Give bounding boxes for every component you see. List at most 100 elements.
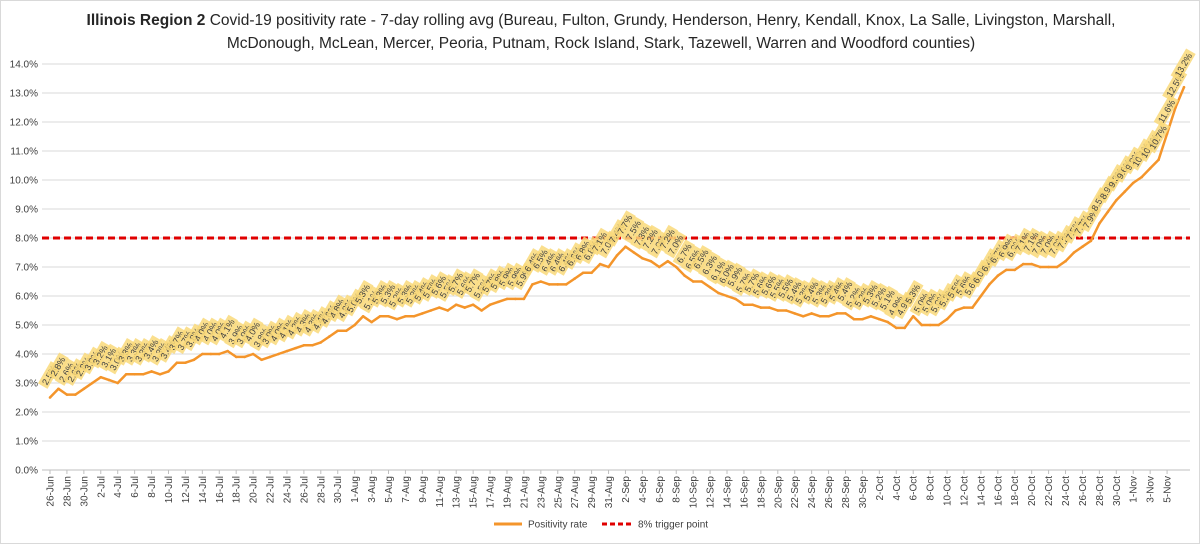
data-point — [641, 257, 644, 260]
data-label-bg — [664, 230, 687, 259]
data-point — [903, 326, 907, 330]
data-point — [988, 283, 991, 286]
legend-label-positivity: Positivity rate — [528, 520, 588, 531]
data-label-bg — [740, 268, 763, 297]
data-point — [1021, 262, 1025, 266]
data-point — [598, 262, 602, 266]
data-point — [801, 315, 805, 318]
data-point — [556, 283, 560, 286]
data-point — [759, 306, 763, 309]
data-label-bg — [698, 250, 721, 279]
data-label-bg — [215, 314, 239, 343]
x-tick-label: 12-Oct — [959, 476, 970, 506]
data-point — [91, 381, 94, 385]
data-label-bg — [689, 245, 712, 273]
x-tick-label: 12-Sep — [706, 476, 717, 509]
data-point — [793, 312, 797, 315]
data-point — [454, 303, 458, 307]
y-tick-label: 8.0% — [15, 234, 38, 245]
x-tick-label: 29-Aug — [587, 476, 598, 508]
data-point — [192, 358, 196, 362]
x-tick-label: 15-Aug — [469, 476, 480, 508]
data-point — [336, 329, 340, 333]
data-point — [74, 393, 77, 396]
x-tick-label: 16-Jul — [215, 476, 226, 503]
data-label-bg — [427, 271, 450, 299]
data-label-bg — [884, 291, 907, 320]
data-point — [437, 306, 441, 309]
data-point — [1038, 265, 1042, 269]
x-tick-label: 22-Jul — [266, 476, 277, 503]
data-label-bg — [588, 227, 611, 256]
x-tick-label: 14-Sep — [723, 476, 734, 509]
data-label-bg — [765, 274, 789, 302]
data-point — [649, 259, 653, 263]
x-tick-label: 3-Nov — [1146, 476, 1157, 503]
data-label-bg — [368, 279, 391, 308]
data-point — [404, 315, 407, 318]
data-label-bg — [164, 326, 188, 355]
data-label-bg — [88, 340, 112, 369]
x-tick-label: 20-Oct — [1027, 476, 1038, 506]
data-label-bg — [291, 308, 315, 337]
data-point — [158, 373, 162, 376]
data-point — [835, 312, 839, 315]
data-label-bg — [1028, 230, 1051, 259]
x-tick-label: 18-Sep — [756, 476, 767, 509]
x-tick-label: 28-Jul — [316, 476, 327, 503]
x-tick-label: 1-Nov — [1129, 476, 1140, 503]
chart-title: Illinois Region 2 Covid-19 positivity ra… — [41, 9, 1161, 55]
x-tick-label: 20-Sep — [773, 476, 784, 509]
data-point — [1081, 245, 1084, 248]
data-label-bg — [1170, 48, 1196, 81]
x-tick-label: 6-Jul — [130, 476, 141, 498]
data-point — [327, 335, 331, 338]
data-point — [1157, 158, 1160, 161]
data-point — [471, 303, 475, 307]
data-point — [116, 381, 120, 385]
data-label-bg — [571, 236, 594, 265]
data-label-bg — [909, 288, 932, 317]
data-point — [1123, 190, 1127, 193]
y-tick-label: 3.0% — [15, 379, 38, 390]
data-label-bg — [114, 337, 137, 366]
data-point — [65, 393, 69, 396]
data-label-bg — [393, 279, 416, 308]
chart-title-bold: Illinois Region 2 — [86, 12, 206, 29]
data-point — [268, 355, 272, 359]
y-tick-label: 13.0% — [10, 89, 38, 100]
data-point — [226, 349, 230, 353]
x-tick-label: 25-Aug — [553, 476, 564, 508]
x-tick-label: 17-Aug — [486, 476, 497, 508]
data-label-bg — [1011, 227, 1034, 256]
x-tick-label: 8-Jul — [147, 476, 158, 498]
x-tick-label: 16-Sep — [739, 476, 750, 509]
data-point — [294, 346, 297, 350]
data-point — [234, 355, 238, 359]
data-point — [564, 283, 568, 286]
data-label-bg — [681, 245, 704, 273]
y-tick-label: 12.0% — [10, 118, 38, 129]
data-label-bg — [833, 277, 856, 305]
data-point — [818, 315, 822, 318]
data-point — [505, 297, 509, 301]
data-label-bg — [198, 317, 222, 346]
x-tick-label: 18-Oct — [1010, 476, 1021, 506]
data-point — [658, 265, 661, 269]
x-tick-label: 4-Jul — [113, 476, 124, 498]
x-tick-label: 13-Aug — [452, 476, 463, 508]
data-point — [99, 375, 103, 379]
x-tick-label: 21-Aug — [519, 476, 530, 508]
data-label-bg — [774, 274, 797, 302]
data-point — [361, 315, 365, 318]
x-tick-label: 2-Sep — [621, 476, 632, 503]
x-tick-label: 6-Oct — [909, 476, 920, 501]
data-label-bg — [858, 279, 882, 308]
x-tick-label: 8-Sep — [672, 476, 683, 503]
x-tick-label: 26-Oct — [1078, 476, 1089, 506]
data-point — [683, 274, 687, 278]
data-point — [488, 303, 492, 307]
x-tick-label: 16-Oct — [993, 476, 1004, 506]
data-labels: 2.5%2.8%2.6%2.6%2.8%3.0%3.2%3.1%3.0%3.3%… — [37, 48, 1196, 389]
